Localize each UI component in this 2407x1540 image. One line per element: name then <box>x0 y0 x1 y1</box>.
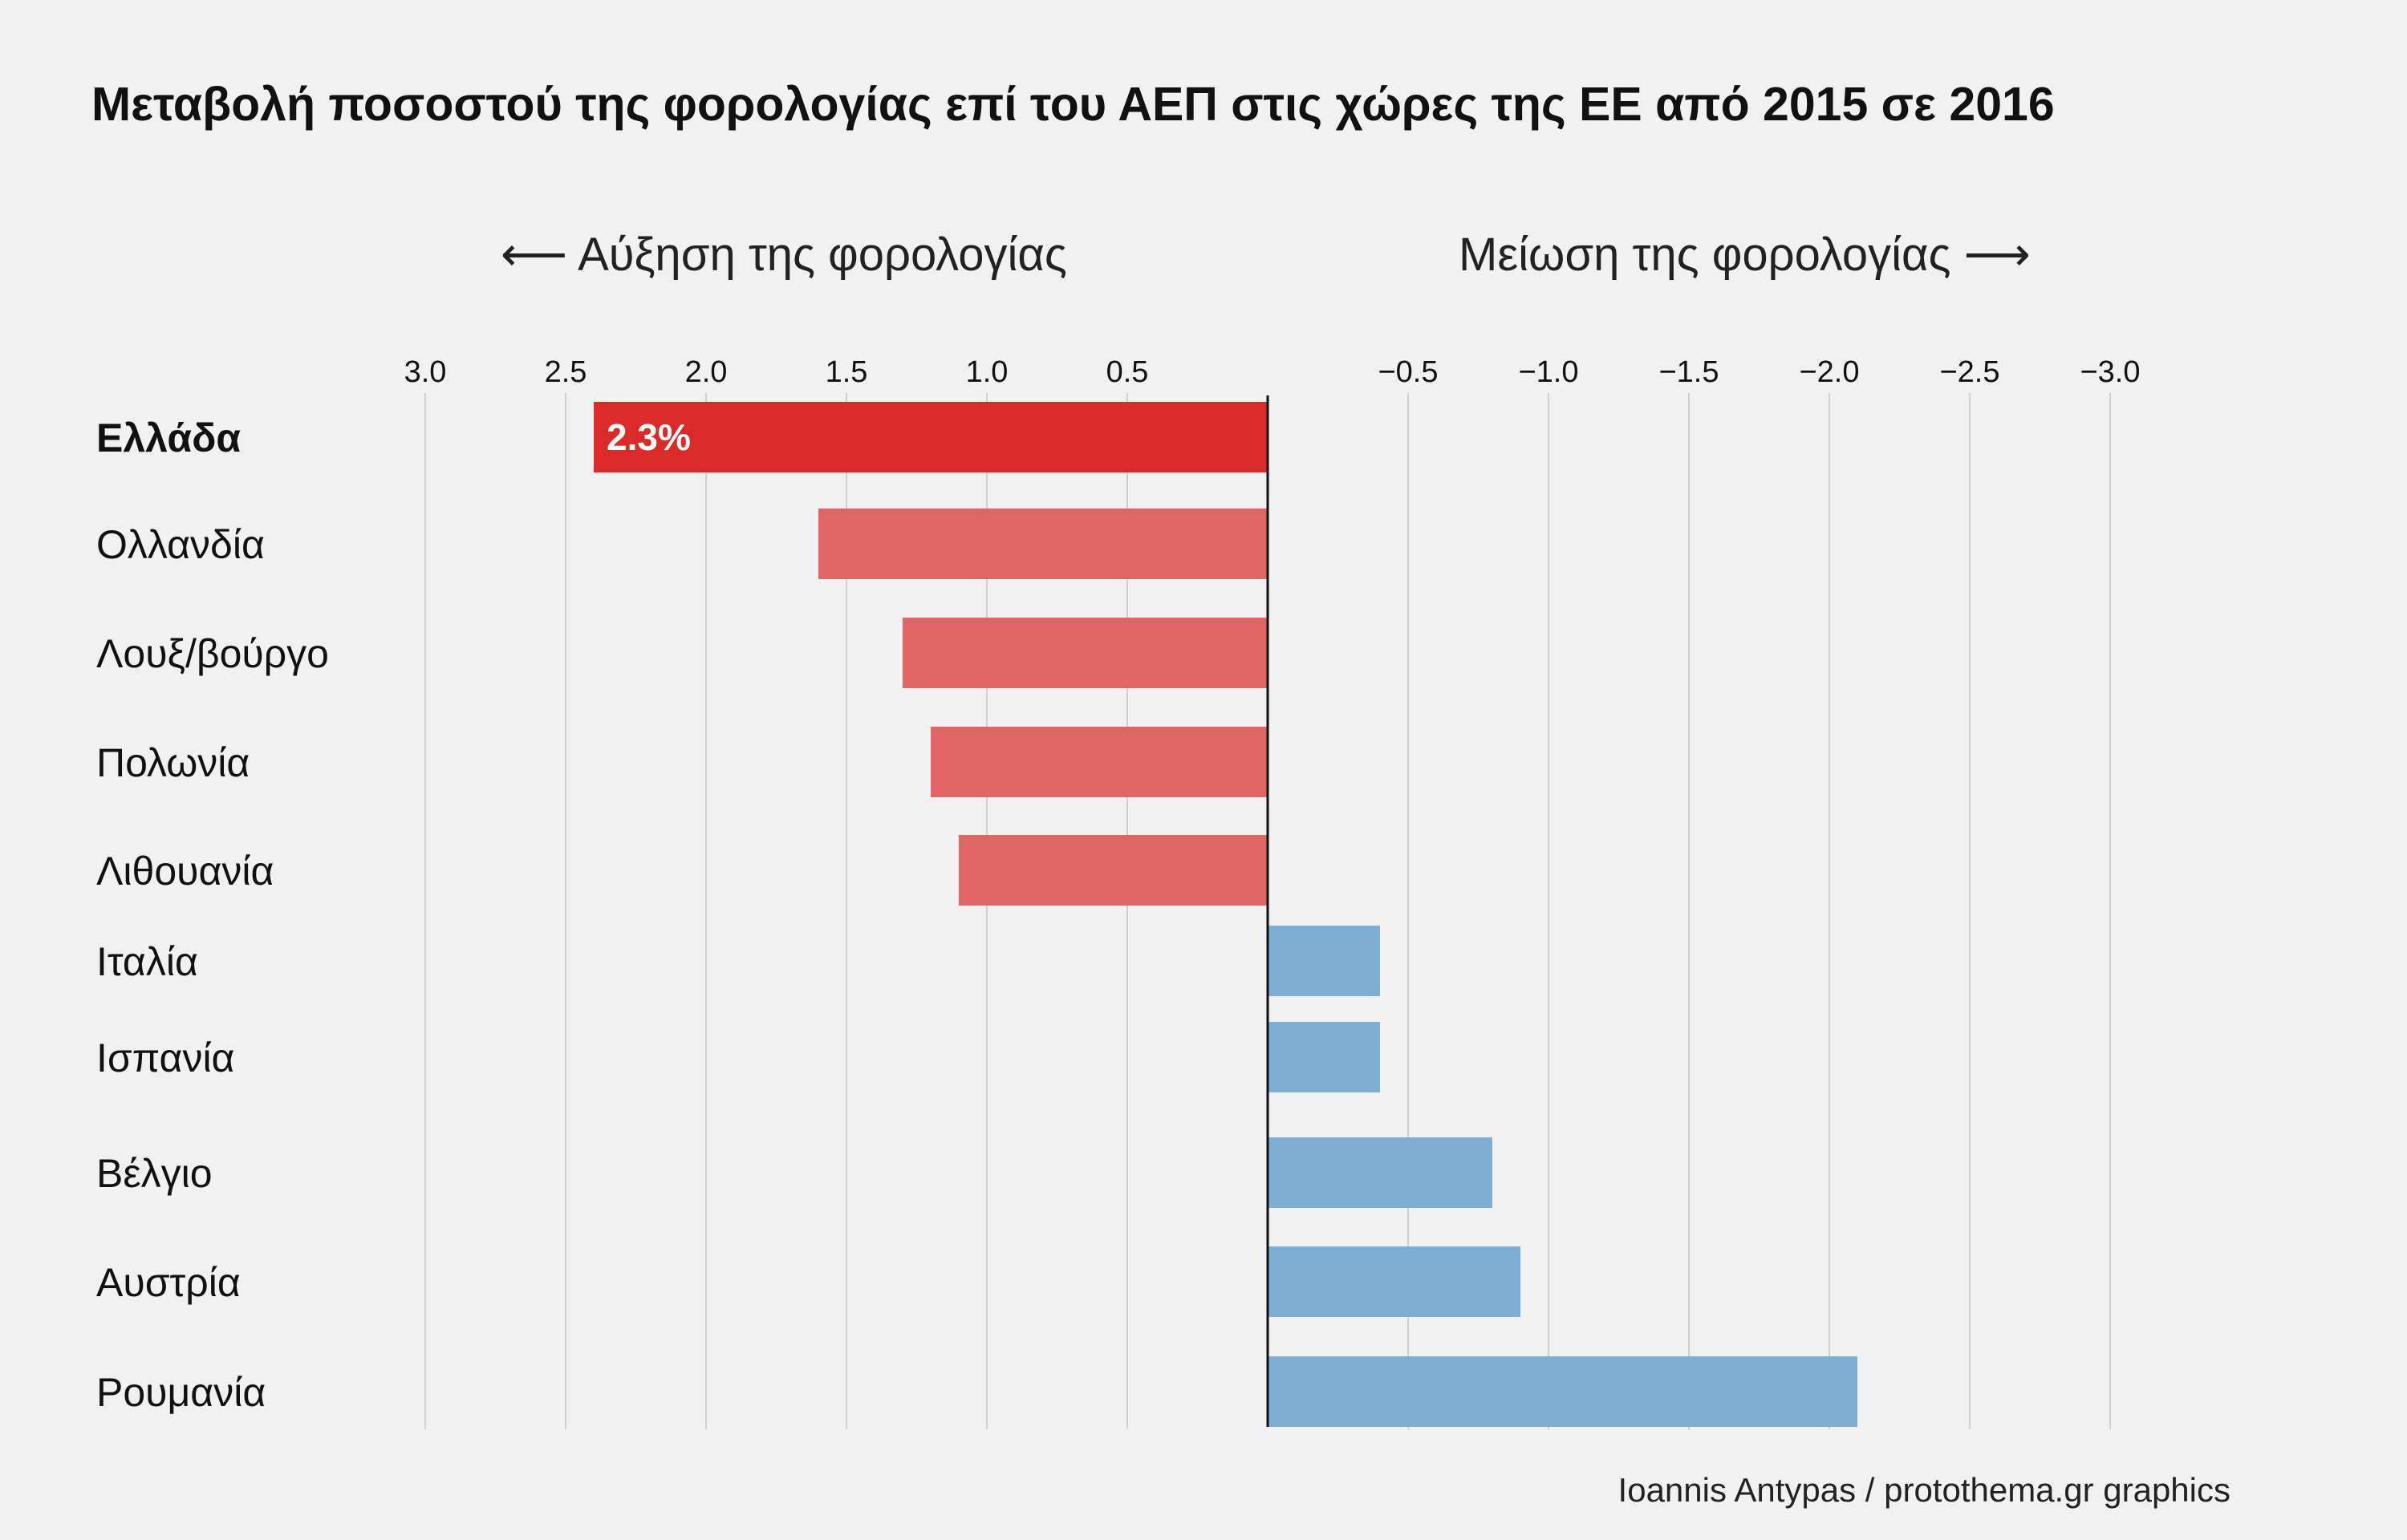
category-label: Λιθουανία <box>96 849 274 894</box>
x-axis-ticks: 3.0 2.5 2.0 1.5 1.0 0.5 −0.5 −1.0 −1.5 −2.0 −2.5 −3… <box>404 355 2141 389</box>
data-labels: 2.3% <box>607 416 691 458</box>
x-tick-label: 3.0 <box>404 355 447 389</box>
bar <box>594 402 1268 472</box>
x-tick-label: −0.5 <box>1378 355 1438 389</box>
increase-direction-label: ⟵ Αύξηση της φορολογίας <box>501 229 1067 281</box>
x-tick-label: −1.0 <box>1518 355 1578 389</box>
category-label: Ολλανδία <box>96 522 265 567</box>
bar-value-label: 2.3% <box>607 416 691 458</box>
category-label: Βέλγιο <box>96 1151 213 1196</box>
bars <box>594 402 1857 1427</box>
bar <box>1268 1137 1492 1208</box>
credit-text: Ioannis Antypas / protothema.gr graphics <box>1618 1471 2230 1509</box>
category-label: Ρουμανία <box>96 1370 266 1415</box>
bar <box>1268 1246 1520 1317</box>
x-tick-label: 2.5 <box>545 355 587 389</box>
category-label: Πολωνία <box>96 740 250 785</box>
x-tick-label: 1.0 <box>966 355 1009 389</box>
category-labels: Ελλάδα Ολλανδία Λουξ/βούργο Πολωνία Λιθουανί… <box>96 415 329 1415</box>
decrease-direction-label: Μείωση της φορολογίας ⟶ <box>1459 229 2031 281</box>
grid-lines <box>424 393 2111 1429</box>
category-label: Ιταλία <box>96 939 198 984</box>
bar <box>1268 926 1380 996</box>
x-tick-label: 1.5 <box>826 355 868 389</box>
bar <box>903 618 1268 688</box>
bar <box>931 727 1268 797</box>
category-label: Ισπανία <box>96 1035 234 1080</box>
bar <box>1268 1356 1857 1427</box>
x-tick-label: 2.0 <box>685 355 728 389</box>
bar <box>1268 1022 1380 1092</box>
x-tick-label: −1.5 <box>1658 355 1719 389</box>
bar <box>959 835 1268 906</box>
category-label: Ελλάδα <box>96 415 241 460</box>
x-tick-label: −2.0 <box>1799 355 1859 389</box>
bar <box>818 509 1268 579</box>
x-tick-label: −2.5 <box>1939 355 1999 389</box>
x-tick-label: 0.5 <box>1106 355 1149 389</box>
category-label: Λουξ/βούργο <box>96 631 329 676</box>
x-tick-label: −3.0 <box>2080 355 2140 389</box>
category-label: Αυστρία <box>96 1260 241 1305</box>
chart-title: Μεταβολή ποσοστού της φορολογίας επί του… <box>91 78 2055 131</box>
